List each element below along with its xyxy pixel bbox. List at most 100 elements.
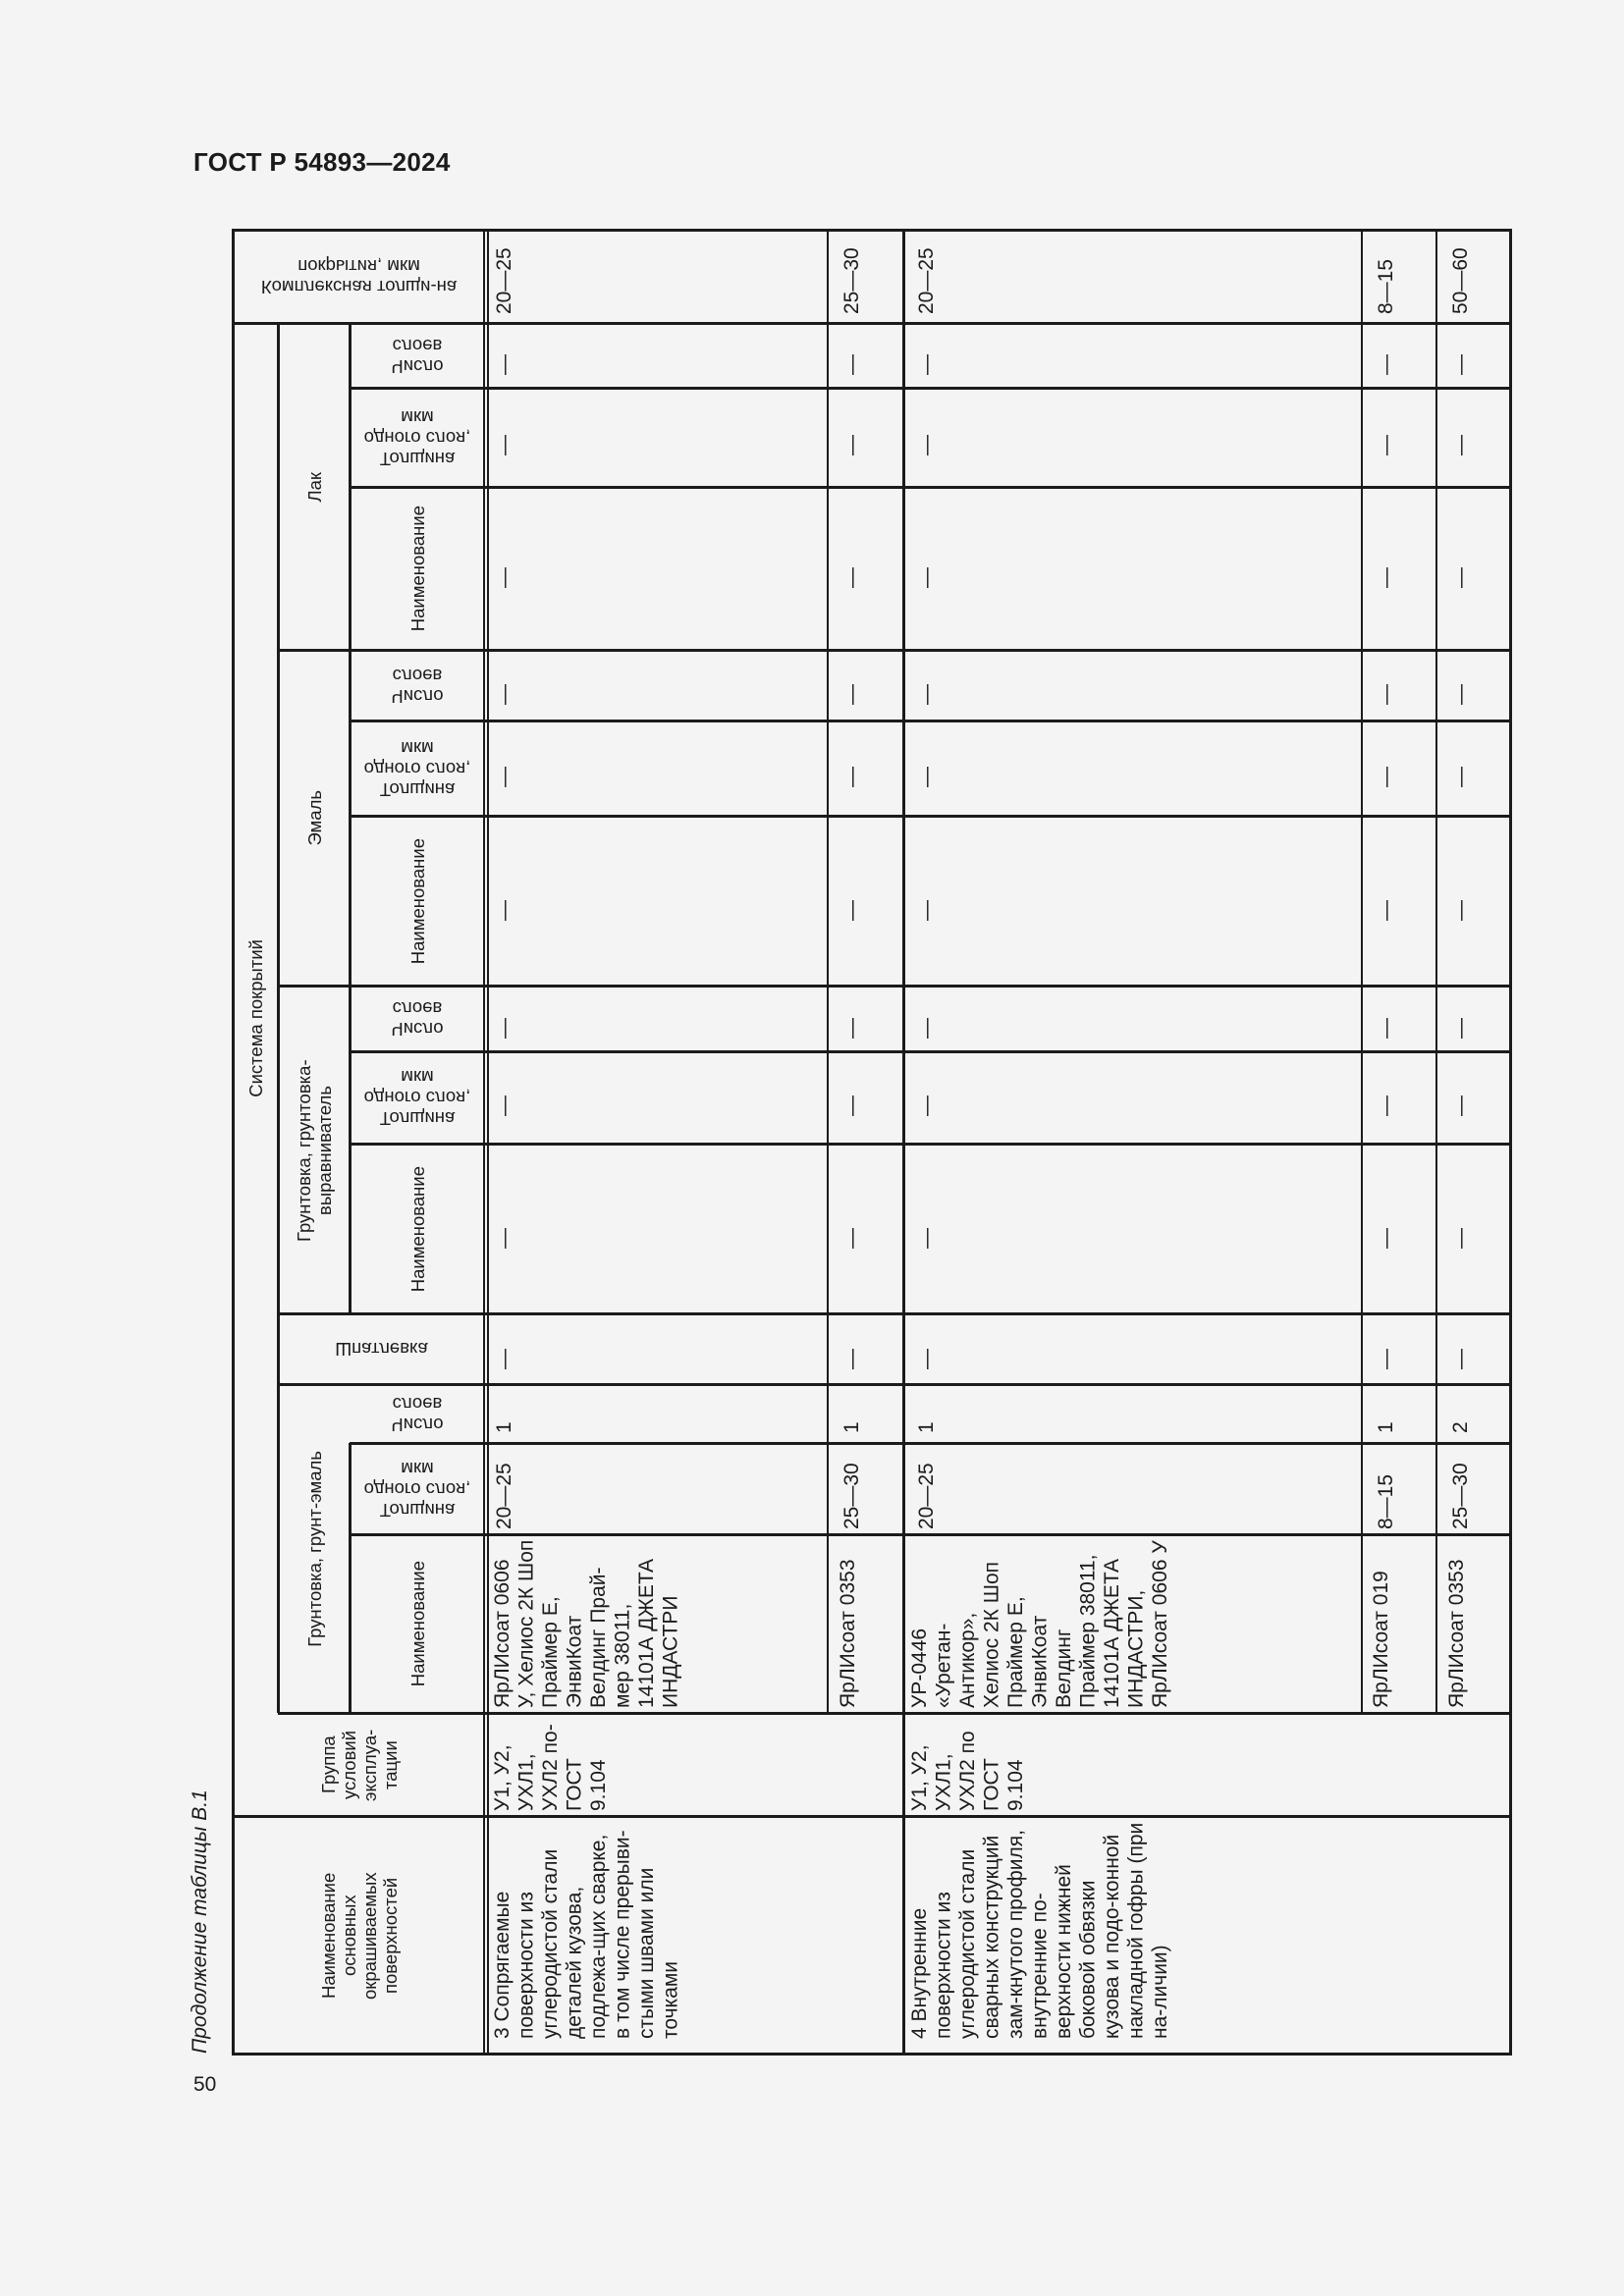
header-lacquer-thickness-label: Толщина одного слоя, мкм	[363, 406, 471, 469]
row-4-v1-primer-leveler-name: —	[915, 1228, 938, 1249]
row-3-v2-putty: —	[840, 1349, 863, 1369]
header-primer-leveler-name-label: Наименование	[406, 1165, 428, 1293]
row-4-v2-putty: —	[1375, 1349, 1397, 1369]
col-line	[350, 720, 1512, 722]
row-3-v1-primer-enamel-thickness: 20—25	[493, 1463, 515, 1529]
header-line-sub	[349, 1443, 352, 1713]
row-3-v2-primer-leveler-name: —	[840, 1228, 863, 1249]
row-4-v3-enamel-name: —	[1449, 900, 1472, 921]
row-3-v1-enamel-thickness: —	[493, 767, 515, 787]
header-primer-leveler-layers-label: Число слоев	[391, 998, 444, 1040]
row-3-v2-total-thickness: 25—30	[840, 247, 863, 314]
row-4-v3-primer-enamel-layers: 2	[1449, 1421, 1472, 1433]
header-separator-1	[483, 229, 485, 2056]
header-putty-label: Шпатлевка	[335, 1339, 428, 1360]
row-4-v3-primer-enamel-thickness: 25—30	[1449, 1463, 1472, 1529]
row-3-v1-lacquer-layers: —	[493, 354, 515, 375]
col-line	[232, 1815, 1512, 1818]
row-4-v2-enamel-name: —	[1375, 900, 1397, 921]
row-4-v2-lacquer-layers: —	[1375, 354, 1397, 375]
page-number: 50	[193, 2073, 217, 2096]
row-4-v3-enamel-layers: —	[1449, 684, 1472, 705]
row-4-v2-primer-leveler-thickness: —	[1375, 1095, 1397, 1116]
row-4-v2-enamel-layers: —	[1375, 684, 1397, 705]
header-primer-leveler-thickness: Толщина одного слоя, мкм	[352, 1053, 483, 1143]
header-primer-enamel-layers: Число слоев	[352, 1386, 483, 1442]
row-4-surface: 4 Внутренние поверхности из углеродистой…	[908, 1822, 1171, 2039]
row-4-v1-primer-leveler-layers: —	[915, 1018, 938, 1039]
row-3-v2-primer-leveler-thickness: —	[840, 1095, 863, 1116]
row-3-v1-primer-leveler-layers: —	[493, 1018, 515, 1039]
table-border-left	[232, 229, 235, 2056]
col-line	[232, 322, 1512, 325]
row-4-v1-enamel-layers: —	[915, 684, 938, 705]
header-enamel-layers-label: Число слоев	[391, 665, 444, 707]
header-enamel-label: Эмаль	[303, 790, 325, 846]
header-enamel-thickness: Толщина одного слоя, мкм	[352, 722, 483, 815]
row-4-v2-primer-enamel-thickness: 8—15	[1375, 1473, 1397, 1529]
row-4-v2-enamel-thickness: —	[1375, 767, 1397, 787]
row-4-v1-putty: —	[915, 1349, 938, 1369]
header-lacquer: Лак	[280, 325, 349, 649]
col-line	[350, 1143, 1512, 1146]
table-border-right	[1509, 229, 1512, 2056]
header-primer-enamel-name-label: Наименование	[406, 1561, 428, 1687]
header-primer-leveler-thickness-label: Толщина одного слоя, мкм	[363, 1067, 471, 1129]
row-3-v2-enamel-thickness: —	[840, 767, 863, 787]
row-3-v1-lacquer-name: —	[493, 567, 515, 588]
header-operation-group-label: Группа условий эксплуа-тации	[317, 1729, 401, 1801]
table-border-top	[232, 229, 1512, 232]
row-3-v1-putty: —	[493, 1349, 515, 1369]
row-4-v1-total-thickness: 20—25	[915, 247, 938, 314]
header-lacquer-name: Наименование	[352, 489, 483, 649]
row-4-v1-primer-leveler-thickness: —	[915, 1095, 938, 1116]
header-enamel-name: Наименование	[352, 818, 483, 985]
row-4-v2-lacquer-thickness: —	[1375, 435, 1397, 455]
row-3-v2-lacquer-layers: —	[840, 354, 863, 375]
col-line	[278, 1712, 1512, 1715]
col-line	[350, 387, 1512, 390]
header-operation-group: Группа условий эксплуа-тации	[235, 1715, 483, 1815]
row-4-v1-enamel-name: —	[915, 900, 938, 921]
header-primer-leveler-layers: Число слоев	[352, 988, 483, 1050]
header-primer-leveler: Грунтовка, грунтовка-выравниватель	[280, 988, 349, 1312]
header-coating-system: Система покрытий	[235, 325, 277, 1712]
header-separator-2	[487, 229, 489, 2056]
header-surface-name-label: Наименование основных окрашиваемых повер…	[317, 1871, 401, 2000]
col-line	[350, 815, 1512, 818]
row-3-v1-total-thickness: 20—25	[493, 247, 515, 314]
row-3-v2-lacquer-thickness: —	[840, 435, 863, 455]
header-primer-enamel: Грунтовка, грунт-эмаль	[280, 1386, 349, 1712]
row-3-v2-primer-leveler-layers: —	[840, 1018, 863, 1039]
document-standard-number: ГОСТ Р 54893—2024	[193, 147, 451, 177]
header-putty: Шпатлевка	[280, 1315, 483, 1383]
col-line	[350, 1533, 1512, 1536]
row-3-group: У1, У2, УХЛ1, УХЛ2 по-ГОСТ 9.104	[491, 1724, 610, 1811]
row-4-v2-primer-enamel-name: ЯрЛИсоат 019	[1370, 1571, 1392, 1708]
row-separator	[902, 229, 905, 2056]
header-total-thickness-label: Комплексная толщи-на покрытия, мкм	[260, 256, 458, 297]
row-3-surface: 3 Сопрягаемые поверхности из углеродисто…	[491, 1830, 682, 2039]
row-4-v1-lacquer-name: —	[915, 567, 938, 588]
row-4-v3-total-thickness: 50—60	[1449, 247, 1472, 314]
row-4-v1-lacquer-thickness: —	[915, 435, 938, 455]
header-primer-enamel-thickness: Толщина одного слоя, мкм	[352, 1445, 483, 1533]
row-4-v1-primer-enamel-layers: 1	[915, 1421, 938, 1433]
row-4-v2-primer-leveler-layers: —	[1375, 1018, 1397, 1039]
row-3-v1-primer-leveler-thickness: —	[493, 1095, 515, 1116]
col-line	[278, 649, 1512, 652]
variant-separator	[1361, 229, 1363, 1713]
row-4-v1-primer-enamel-name: УР-0446 «Уретан-Антикор», Хелиос 2К Шоп …	[908, 1540, 1171, 1708]
header-lacquer-thickness: Толщина одного слоя, мкм	[352, 390, 483, 486]
row-4-v3-primer-leveler-thickness: —	[1449, 1095, 1472, 1116]
row-4-v3-lacquer-name: —	[1449, 567, 1472, 588]
row-4-v3-lacquer-layers: —	[1449, 354, 1472, 375]
header-enamel-layers: Число слоев	[352, 652, 483, 720]
row-4-group: У1, У2, УХЛ1, УХЛ2 по ГОСТ 9.104	[908, 1731, 1027, 1811]
row-4-v3-enamel-thickness: —	[1449, 767, 1472, 787]
row-3-v1-primer-enamel-name: ЯрЛИсоат 0606 У, Хелиос 2К Шоп Праймер Е…	[491, 1539, 682, 1708]
row-4-v3-primer-enamel-name: ЯрЛИсоат 0353	[1445, 1559, 1468, 1708]
col-line	[278, 985, 1512, 988]
col-line	[278, 1383, 1512, 1386]
header-primer-leveler-name: Наименование	[352, 1146, 483, 1312]
